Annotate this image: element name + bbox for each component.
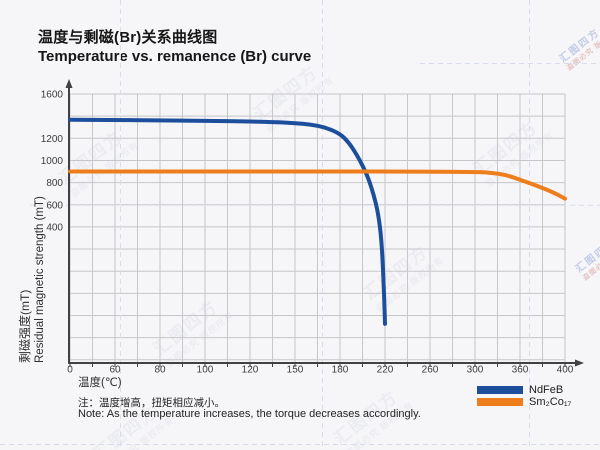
- y-tick-label: 800: [46, 178, 63, 189]
- y-tick-label: 400: [46, 222, 63, 233]
- x-tick-label: 300: [467, 365, 484, 376]
- page-title-en: Temperature vs. remanence (Br) curve: [38, 48, 312, 65]
- x-tick-label: 260: [422, 365, 439, 376]
- y-axis-title: 剩磁强度(mT) Residual magnetic strength (mT): [18, 88, 48, 363]
- legend-swatch-ndfeb: [477, 385, 523, 394]
- curve-smco: [68, 169, 567, 201]
- note-zh: 注：温度增高，扭矩相应减小。: [78, 397, 225, 409]
- x-tick-label: 180: [332, 365, 349, 376]
- x-tick-label: 150: [287, 365, 304, 376]
- legend: NdFeB Sm₂Co₁₇: [477, 383, 597, 408]
- x-axis-title: 温度(℃): [78, 377, 122, 389]
- y-tick-label: 1000: [41, 156, 64, 167]
- legend-item-ndfeb: NdFeB: [477, 383, 597, 396]
- legend-label-ndfeb: NdFeB: [529, 383, 564, 396]
- x-tick-label: 60: [109, 365, 121, 376]
- curve-ndfeb: [68, 117, 387, 326]
- x-axis-arrow: [575, 359, 584, 367]
- x-tick-label: 360: [512, 365, 529, 376]
- page-title-zh: 温度与剩磁(Br)关系曲线图: [38, 29, 218, 46]
- y-tick-label: 600: [46, 200, 63, 211]
- y-axis-title-en: Residual magnetic strength (mT): [34, 196, 46, 363]
- note-en: Note: As the temperature increases, the …: [78, 408, 421, 420]
- x-tick-label: 400: [557, 365, 574, 376]
- x-tick-label: 100: [197, 365, 214, 376]
- legend-item-smco: Sm₂Co₁₇: [477, 395, 597, 408]
- y-tick-label: 1600: [41, 90, 64, 101]
- x-tick-label: 220: [377, 365, 394, 376]
- x-tick-label: 0: [67, 365, 73, 376]
- x-tick-label: 120: [242, 365, 259, 376]
- y-axis-arrow: [65, 79, 73, 88]
- y-tick-label: 1200: [41, 134, 64, 145]
- legend-swatch-smco: [477, 397, 523, 406]
- y-axis-title-zh: 剩磁强度(mT): [18, 289, 32, 363]
- x-tick-label: 80: [154, 365, 166, 376]
- legend-label-smco: Sm₂Co₁₇: [529, 395, 572, 408]
